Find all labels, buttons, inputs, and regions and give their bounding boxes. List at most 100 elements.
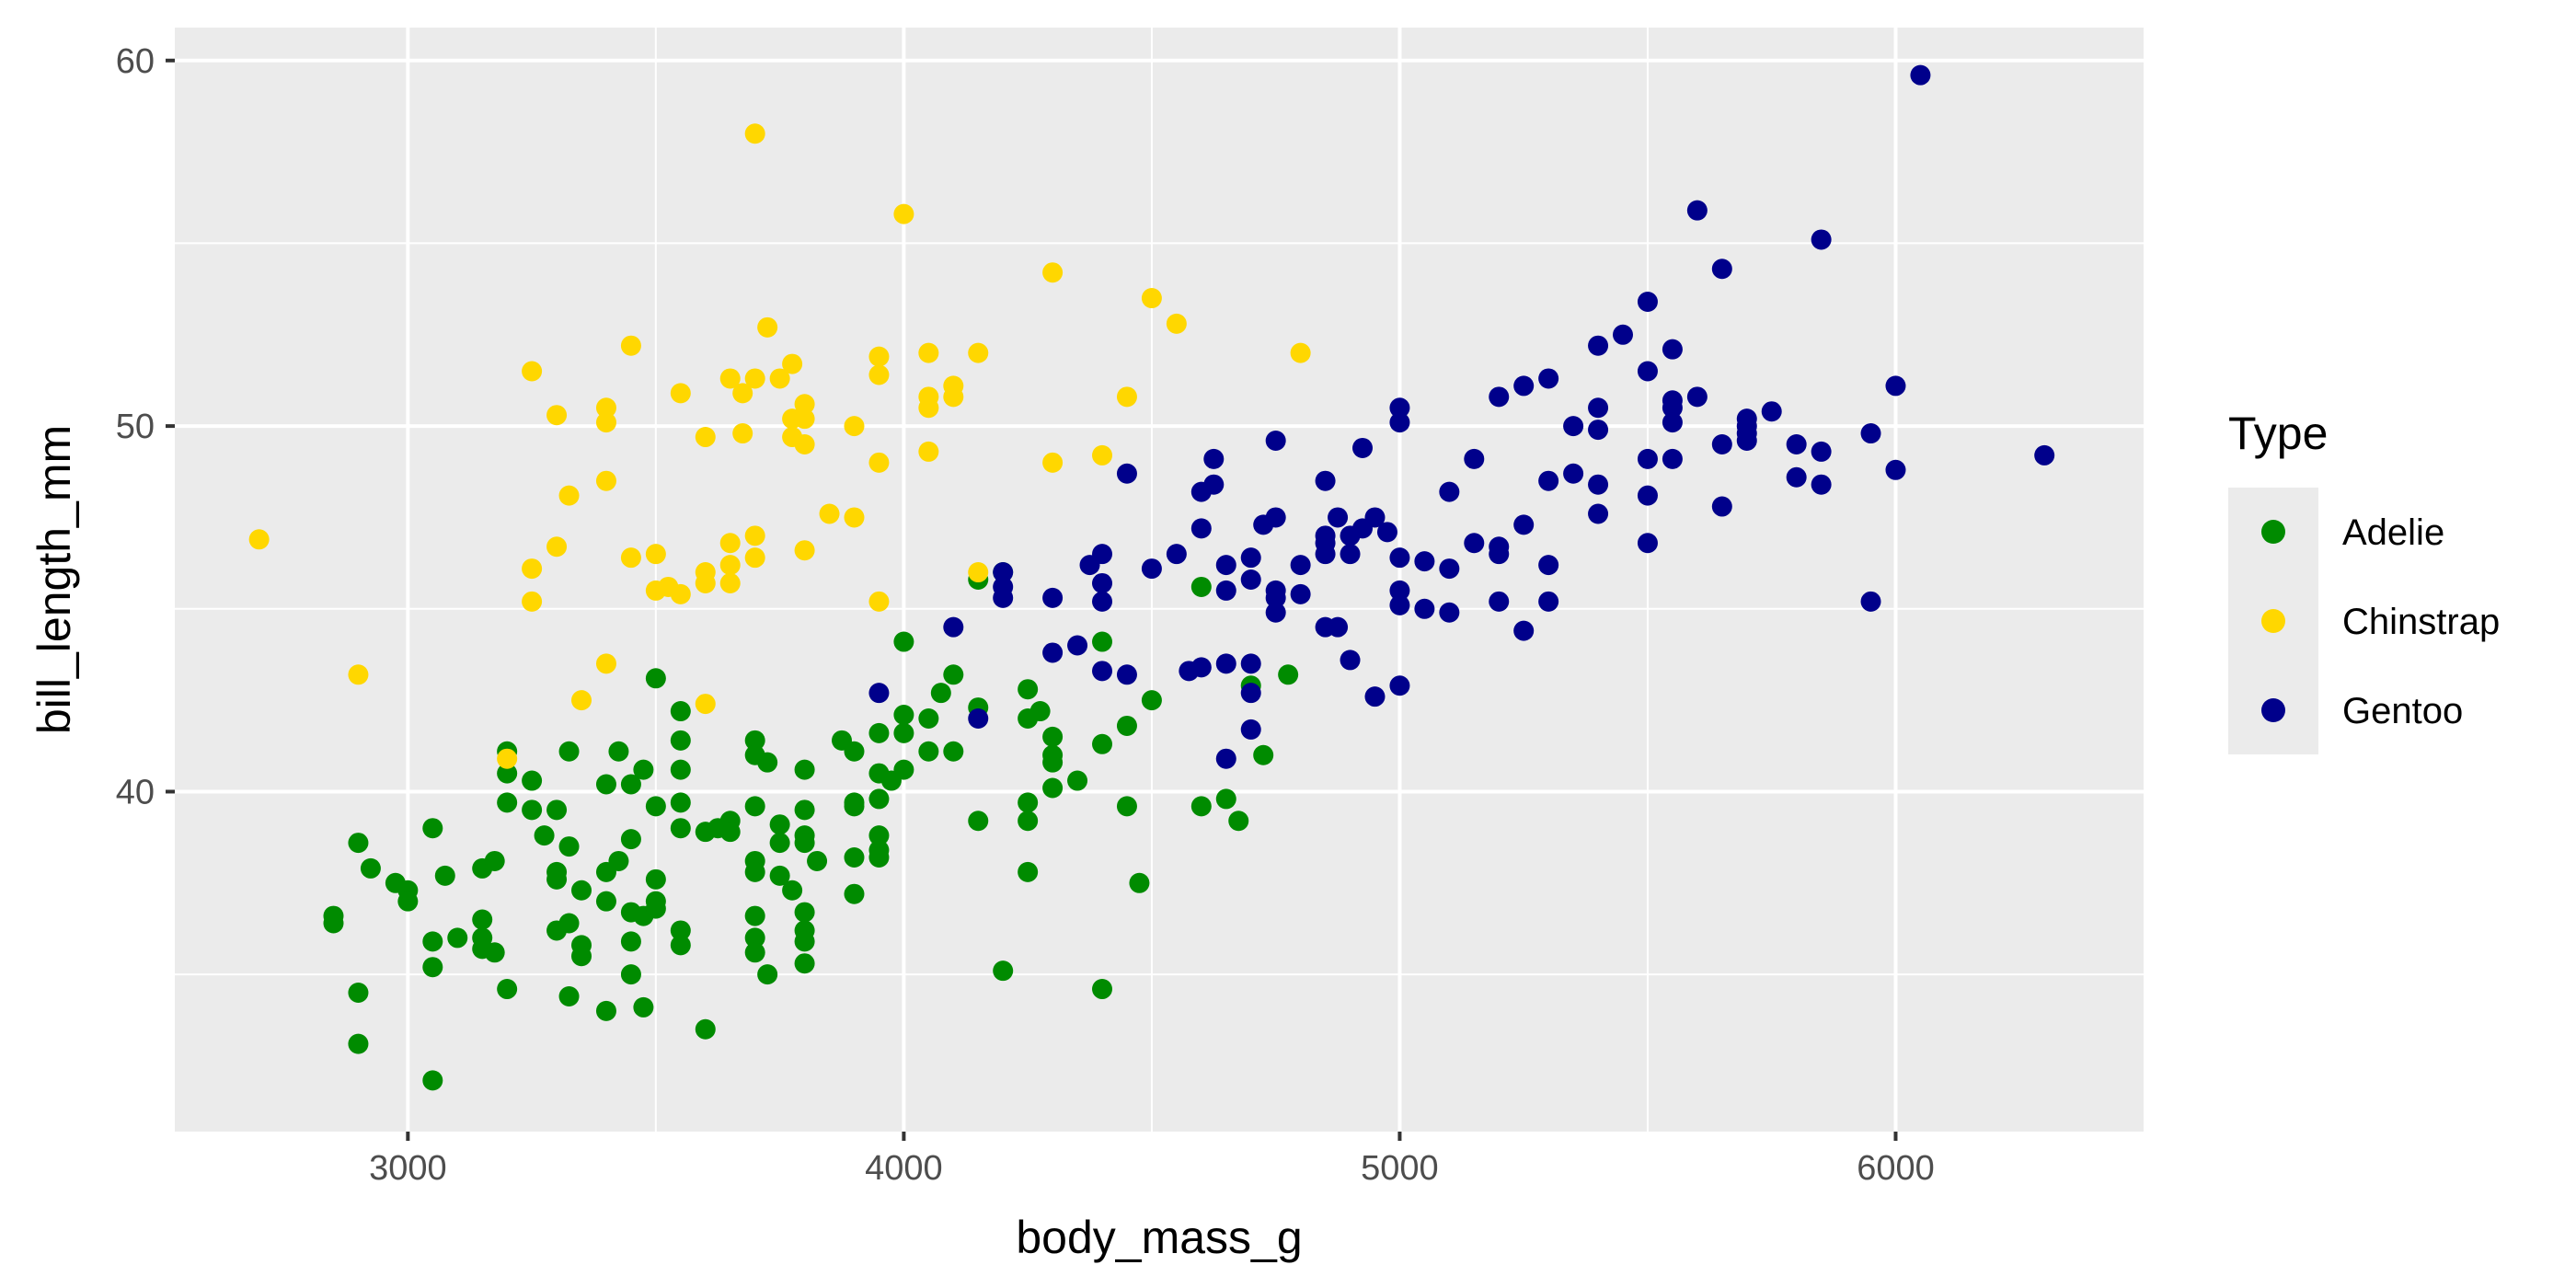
point-adelie [571,946,592,967]
point-gentoo [1203,474,1225,495]
point-gentoo [1190,518,1212,539]
point-adelie [844,846,865,868]
point-adelie [1116,715,1137,736]
point-adelie [645,868,666,890]
point-adelie [620,829,641,850]
point-adelie [1278,664,1299,685]
point-chinstrap [794,540,815,561]
point-chinstrap [1166,313,1187,334]
point-gentoo [1141,558,1162,580]
point-chinstrap [868,364,890,385]
point-chinstrap [695,694,716,715]
point-adelie [422,818,443,839]
point-gentoo [1414,598,1435,619]
point-adelie [608,741,629,762]
point-chinstrap [782,353,803,374]
point-gentoo [1885,375,1906,397]
point-adelie [1228,811,1249,832]
point-chinstrap [670,383,691,404]
point-gentoo [1340,544,1361,565]
axis-ticks [166,58,1898,1141]
point-adelie [719,822,741,843]
y-tick-label: 60 [116,42,155,81]
point-adelie [620,964,641,985]
point-gentoo [1637,533,1658,554]
point-chinstrap [595,412,616,433]
point-adelie [794,799,815,821]
point-gentoo [1315,470,1336,491]
point-adelie [670,818,691,839]
point-adelie [571,880,592,901]
point-gentoo [1538,591,1559,612]
point-adelie [868,825,890,846]
point-gentoo [1489,386,1510,408]
point-gentoo [1538,555,1559,576]
point-gentoo [1092,591,1113,612]
point-gentoo [1811,441,1832,462]
point-adelie [670,935,691,956]
point-adelie [1042,726,1064,747]
point-gentoo [1711,496,1732,517]
point-adelie [558,985,580,1006]
point-gentoo [1067,635,1088,656]
point-gentoo [1389,675,1410,696]
point-adelie [844,796,865,817]
point-adelie [1042,752,1064,773]
point-gentoo [1439,558,1460,580]
point-adelie [893,705,914,726]
point-gentoo [1240,569,1261,590]
point-gentoo [1489,544,1510,565]
point-gentoo [1092,544,1113,565]
point-adelie [522,799,543,821]
point-adelie [794,759,815,780]
point-chinstrap [522,558,543,580]
point-gentoo [1328,616,1349,638]
point-chinstrap [497,748,518,769]
point-gentoo [1736,431,1757,452]
point-chinstrap [522,591,543,612]
point-chinstrap [893,203,914,224]
x-tick-label: 3000 [369,1149,447,1188]
point-chinstrap [968,562,989,583]
point-gentoo [968,707,989,729]
point-adelie [1042,777,1064,799]
point-adelie [794,833,815,854]
point-adelie [620,774,641,795]
point-adelie [348,983,369,1004]
point-gentoo [1389,580,1410,601]
point-gentoo [1464,448,1485,469]
y-axis-title: bill_length_mm [29,425,80,734]
point-adelie [645,796,666,817]
point-gentoo [1215,580,1236,601]
point-chinstrap [819,503,840,524]
x-axis-title: body_mass_g [1016,1212,1302,1263]
point-adelie [943,664,964,685]
plot-panel [175,28,2144,1132]
point-adelie [968,811,989,832]
legend-key-adelie [2261,520,2285,544]
point-adelie [1018,679,1039,700]
point-adelie [670,730,691,751]
point-gentoo [1662,448,1683,469]
point-gentoo [1711,433,1732,454]
point-gentoo [2034,444,2055,466]
point-adelie [422,931,443,952]
point-adelie [558,913,580,934]
point-chinstrap [918,342,939,363]
point-gentoo [1588,397,1609,419]
point-adelie [558,836,580,857]
point-gentoo [1414,551,1435,572]
point-gentoo [1265,507,1286,528]
point-adelie [769,865,790,886]
point-gentoo [1042,642,1064,663]
point-adelie [670,759,691,780]
point-gentoo [1116,463,1137,484]
point-gentoo [1439,602,1460,623]
point-adelie [522,770,543,791]
point-gentoo [1265,587,1286,608]
point-adelie [595,891,616,912]
point-adelie [893,759,914,780]
point-adelie [484,850,505,871]
point-adelie [1190,576,1212,597]
point-adelie [807,850,828,871]
